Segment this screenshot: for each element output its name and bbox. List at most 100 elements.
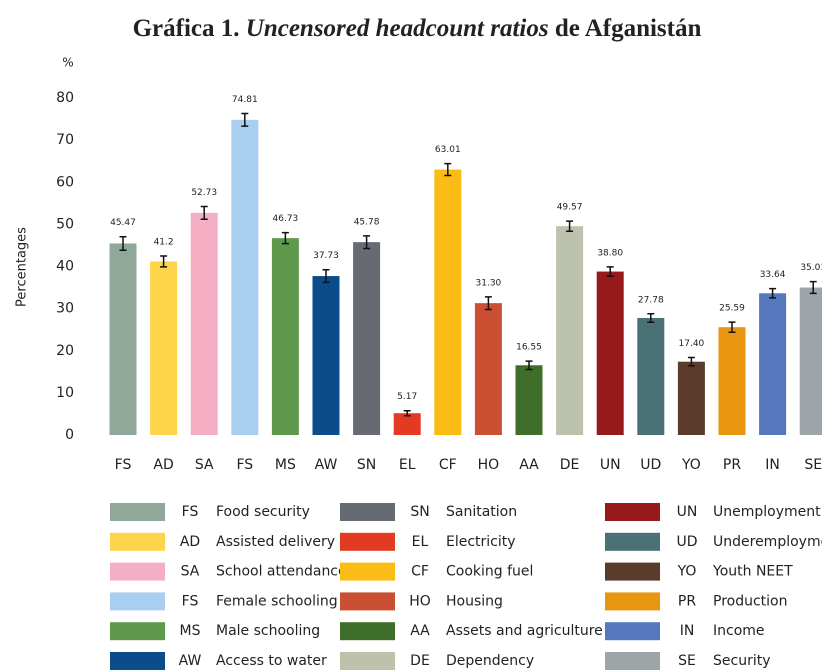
y-unit: % [62,56,73,70]
x-tick-label: EL [399,457,416,473]
y-tick-label: 20 [56,343,74,359]
legend-label: Assets and agriculture [446,623,603,639]
legend-swatch [340,503,395,521]
bar [150,261,178,435]
legend-code: SA [181,564,200,580]
bar [190,212,218,435]
value-label: 33.64 [760,270,786,280]
bar [596,271,624,435]
legend-swatch [340,652,395,670]
legend-swatch [110,652,165,670]
error-bar [687,356,695,367]
bar [393,413,421,435]
y-axis-label: Percentages [15,227,30,307]
legend-code: AW [179,653,202,669]
error-bar [728,321,736,334]
value-label: 41.2 [154,237,174,247]
legend-code: FS [182,504,199,520]
legend-code: HO [409,593,431,609]
title-part: Gráfica 1. [133,15,240,42]
x-tick-label: FS [115,457,132,473]
value-label: 35.01 [800,263,822,273]
legend-swatch [605,503,660,521]
bar [109,243,137,435]
error-bar [160,255,168,268]
bar [434,169,462,435]
legend-code: SE [678,653,696,669]
bar [474,303,502,435]
legend-code: DE [410,653,430,669]
value-label: 38.80 [597,248,623,258]
legend-code: UD [676,534,697,550]
legend-code: PR [678,593,696,609]
value-label: 5.17 [397,392,417,402]
x-tick-label: UN [600,457,621,473]
x-tick-label: CF [439,457,457,473]
legend-swatch [110,532,165,551]
legend-label: Cooking fuel [446,564,533,580]
legend-swatch [340,532,395,551]
legend-label: Food security [216,504,310,520]
legend-label: Underemployment [713,534,822,550]
bar [677,361,705,435]
value-label: 37.73 [313,251,339,261]
bar [271,238,299,435]
bar [718,327,746,435]
value-label: 17.40 [679,339,705,349]
error-bar [241,112,249,127]
x-tick-label: DE [560,457,580,473]
x-tick-label: FS [236,457,253,473]
legend-label: Income [713,623,765,639]
bar [637,317,665,435]
legend-code: AD [180,534,200,550]
error-bar [566,220,574,232]
value-label: 27.78 [638,295,664,305]
legend-swatch [110,622,165,641]
legend-swatch [110,592,165,611]
legend-swatch [605,562,660,581]
legend-swatch [110,562,165,581]
legend-code: UN [677,504,698,520]
error-bar [119,235,127,251]
value-label: 45.78 [354,217,380,227]
x-tick-label: AW [315,457,338,473]
value-label: 31.30 [476,278,502,288]
y-tick-label: 0 [65,427,74,443]
y-tick-label: 40 [56,259,74,275]
error-bar [363,235,371,250]
legend-swatch [605,622,660,641]
x-tick-label: IN [765,457,780,473]
error-bar [647,313,655,323]
y-tick-label: 50 [56,216,74,232]
x-tick-label: SE [804,457,822,473]
bar [759,293,787,435]
error-bar [809,280,817,295]
legend-code: YO [677,564,697,580]
legend-label: Unemployment [713,504,821,520]
bar [515,365,543,435]
y-tick-label: 80 [56,90,74,106]
chart-title: Gráfica 1. Uncensored headcount ratios d… [133,15,702,42]
legend-label: School attendance [216,564,347,580]
error-bar [403,409,411,417]
legend-code: CF [411,564,429,580]
legend-code: FS [182,593,199,609]
legend-label: Housing [446,593,503,609]
legend-swatch [605,652,660,670]
legend-code: SN [410,504,429,520]
x-tick-label: AA [519,457,539,473]
x-tick-label: MS [275,457,296,473]
value-label: 52.73 [191,188,217,198]
title-part: Uncensored headcount ratios [246,15,549,42]
legend-label: Male schooling [216,623,320,639]
bar [799,287,822,435]
x-tick-label: PR [723,457,741,473]
legend-label: Electricity [446,534,516,550]
title-part: de Afganistán [555,15,702,42]
legend-label: Female schooling [216,593,338,609]
x-tick-label: SN [357,457,376,473]
value-label: 16.55 [516,343,542,353]
value-label: 46.73 [273,214,299,224]
bar [231,119,259,435]
legend-swatch [340,562,395,581]
